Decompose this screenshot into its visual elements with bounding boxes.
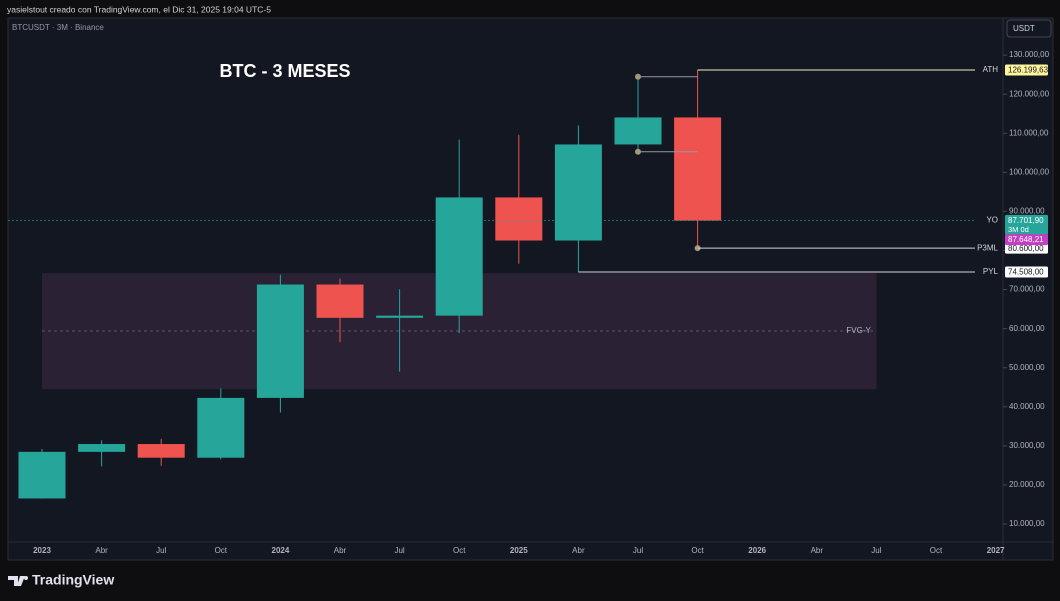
candle-body (256, 284, 304, 398)
y-tick-label: 90.000,00 (1009, 207, 1045, 216)
marker-dot (635, 73, 641, 80)
brand: TradingView (32, 572, 114, 588)
y-tick-label: 120.000,00 (1009, 89, 1050, 98)
countdown: 3M 0d (1008, 225, 1029, 234)
x-tick-label: Jul (633, 546, 643, 555)
header: yasielstout creado con TradingView.com, … (7, 4, 271, 14)
x-tick-label: Jul (156, 546, 166, 555)
candle-body (674, 117, 722, 221)
candle-body (78, 444, 126, 452)
level-label-box (1005, 64, 1048, 76)
logo-dot (24, 576, 28, 580)
x-tick-label: 2026 (748, 546, 766, 555)
close-label-box (1005, 234, 1048, 246)
y-tick-label: 100.000,00 (1009, 167, 1050, 176)
x-tick-label: Abr (95, 546, 108, 555)
x-tick-label: Abr (811, 546, 824, 555)
level-name: YO (986, 216, 998, 225)
x-tick-label: Oct (691, 546, 704, 555)
y-tick-label: 40.000,00 (1009, 402, 1045, 411)
candle-body (554, 144, 602, 241)
y-tick-label: 130.000,00 (1009, 50, 1050, 59)
y-tick-label: 60.000,00 (1009, 324, 1045, 333)
candle-body (435, 197, 483, 316)
candle-body (137, 444, 185, 458)
level-name: ATH (983, 65, 999, 74)
level-name: PYL (983, 267, 999, 276)
candle-body (495, 197, 543, 241)
chart-title: BTC - 3 MESES (219, 61, 350, 81)
level-label: 80.600,00 (1008, 244, 1044, 253)
y-tick-label: 30.000,00 (1009, 441, 1045, 450)
x-tick-label: 2024 (272, 546, 290, 555)
zone-label: FVG-Y (846, 326, 871, 335)
candle-body (197, 397, 245, 458)
x-tick-label: Jul (394, 546, 404, 555)
x-tick-label: 2023 (33, 546, 51, 555)
y-tick-label: 20.000,00 (1009, 480, 1045, 489)
candle-body (376, 315, 424, 318)
x-tick-label: 2027 (987, 546, 1005, 555)
candle-body (18, 451, 66, 499)
candle-body (316, 284, 364, 318)
logo-icon (8, 576, 25, 586)
level-label-box (1005, 266, 1048, 278)
x-tick-label: Abr (334, 546, 347, 555)
level-label-box (1005, 242, 1048, 254)
marker-dot (635, 148, 641, 155)
x-tick-label: Abr (572, 546, 585, 555)
x-tick-label: Oct (930, 546, 943, 555)
y-tick-label: 110.000,00 (1009, 128, 1049, 137)
level-label-box (1005, 214, 1048, 235)
y-tick-label: 50.000,00 (1009, 363, 1045, 372)
level-name: P3ML (977, 243, 998, 252)
level-label: 74.508,00 (1008, 268, 1044, 277)
x-tick-label: Oct (453, 546, 466, 555)
x-tick-label: 2025 (510, 546, 528, 555)
close-label: 87.648,21 (1008, 235, 1044, 244)
currency: USDT (1013, 24, 1035, 33)
currency-box[interactable] (1006, 19, 1052, 38)
symbol: BTCUSDT · 3M · Binance (12, 23, 104, 32)
level-label: 87.701,90 (1008, 216, 1044, 225)
level-label: 126.199,63 (1008, 66, 1049, 75)
candle-body (614, 117, 662, 145)
y-tick-label: 70.000,00 (1009, 285, 1045, 294)
y-tick-label: 10.000,00 (1009, 519, 1045, 528)
x-tick-label: Oct (215, 546, 228, 555)
x-tick-label: Jul (871, 546, 881, 555)
logo: TradingView (8, 572, 114, 588)
